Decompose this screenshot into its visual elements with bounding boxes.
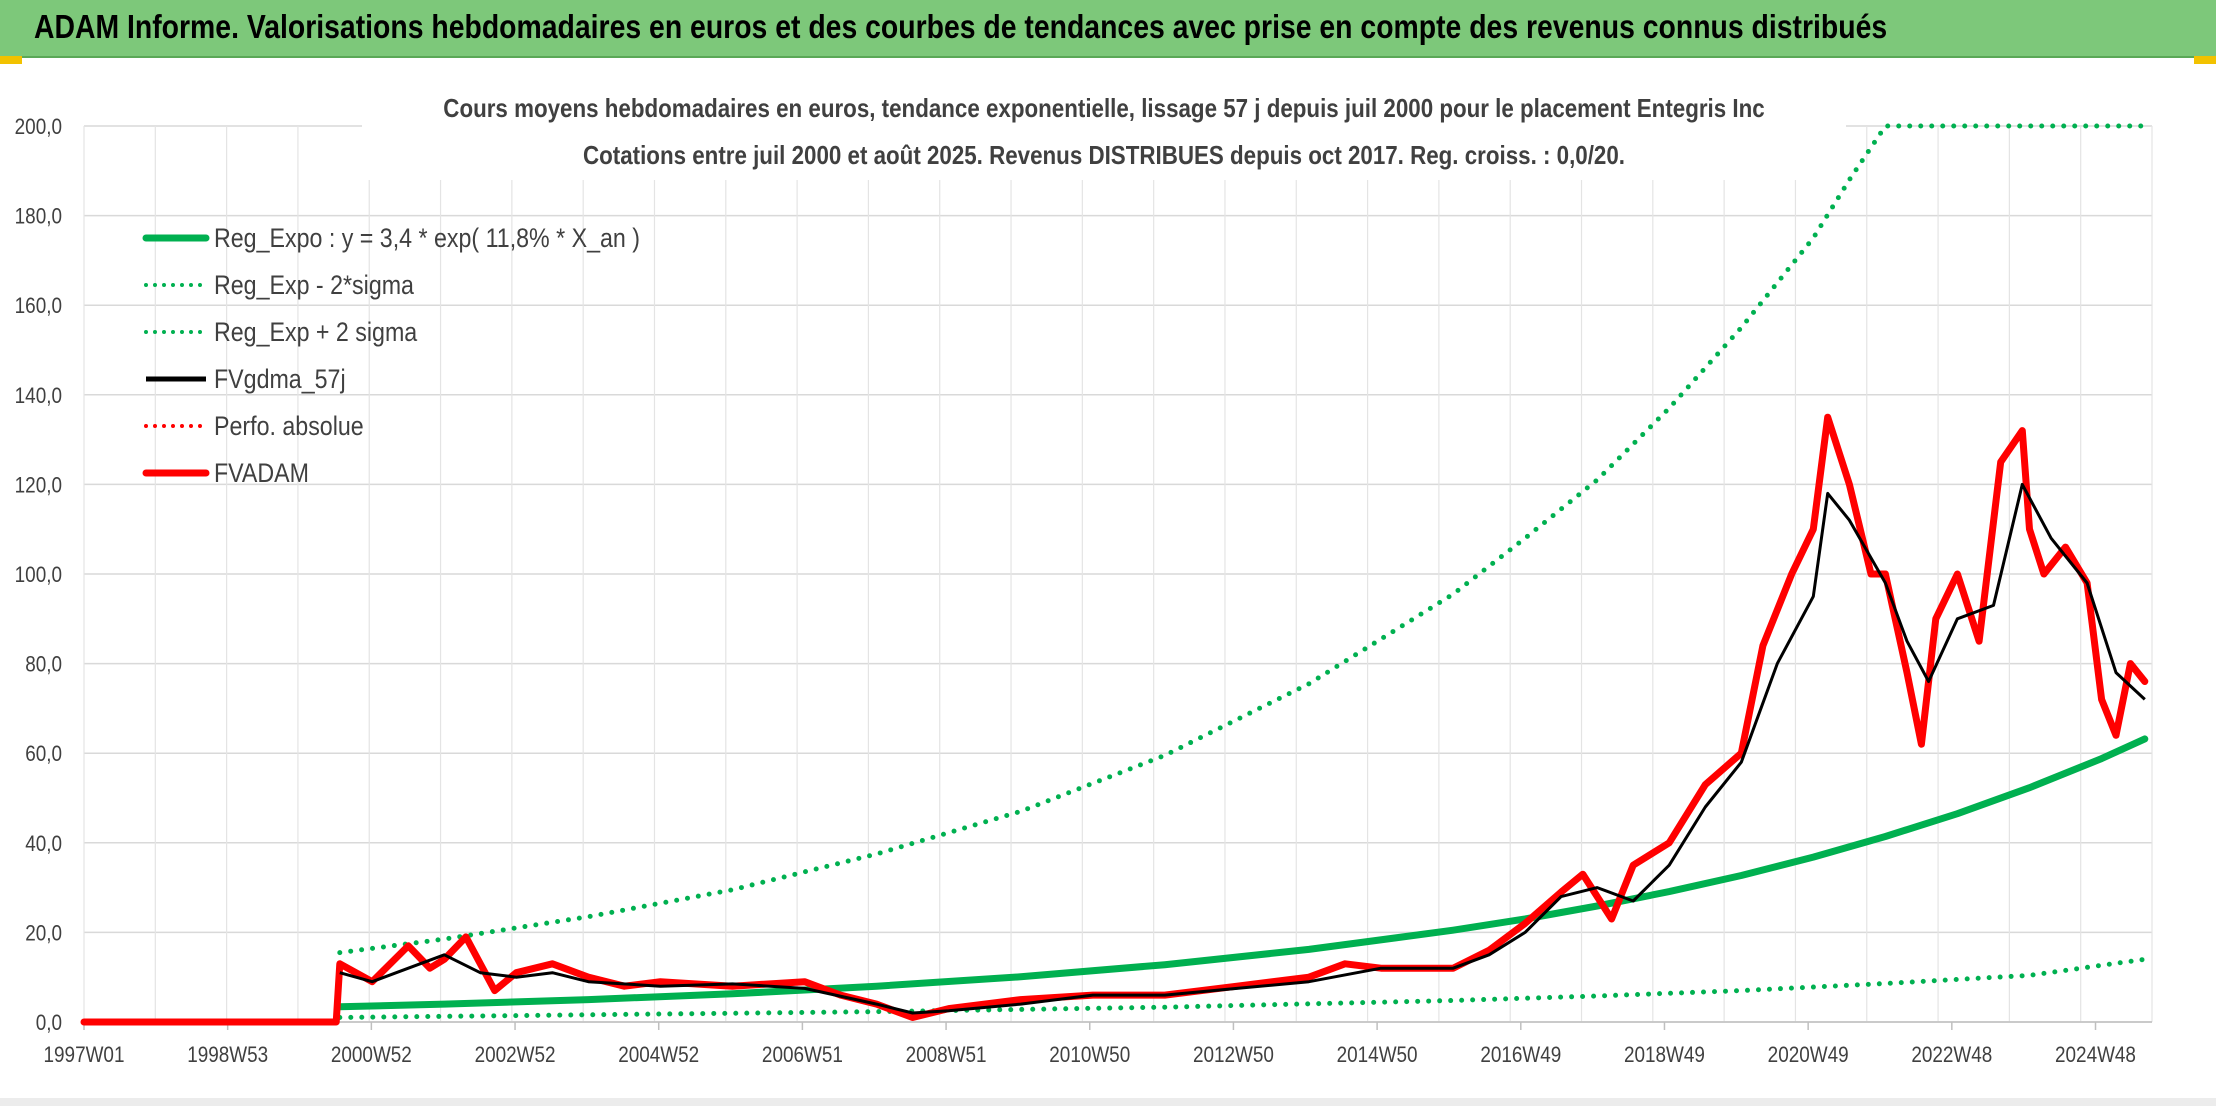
y-tick-label: 20,0 <box>25 921 62 946</box>
banner-title: ADAM Informe. Valorisations hebdomadaire… <box>34 8 1888 45</box>
y-tick-label: 100,0 <box>15 563 62 588</box>
legend-label: Reg_Expo : y = 3,4 * exp( 11,8% * X_an ) <box>214 223 640 253</box>
x-tick-label: 2012W50 <box>1193 1043 1274 1068</box>
series-line-0 <box>336 735 2149 1011</box>
y-tick-label: 80,0 <box>25 652 62 677</box>
y-tick-label: 180,0 <box>15 204 62 229</box>
grid <box>83 125 2153 1023</box>
x-tick-label: 2008W51 <box>906 1043 987 1068</box>
corner-mark-right <box>2194 56 2216 64</box>
series-line-1 <box>337 956 2148 1020</box>
legend-label: Perfo. absolue <box>214 411 364 441</box>
corner-mark-left <box>0 56 22 64</box>
legend-label: FVADAM <box>214 458 309 488</box>
series-line-3 <box>339 482 2146 1015</box>
y-tick-label: 60,0 <box>25 742 62 767</box>
y-tick-label: 140,0 <box>15 383 62 408</box>
x-tick-label: 2006W51 <box>762 1043 843 1068</box>
y-tick-label: 40,0 <box>25 831 62 856</box>
chart: 0,0 20,0 40,0 60,0 80,0 100,0 120,0 140,0 160,0 1… <box>0 64 2216 1106</box>
x-tick-label: 1997W01 <box>44 1043 125 1068</box>
y-tick-label: 160,0 <box>15 294 62 319</box>
y-tick-label: 200,0 <box>15 115 62 140</box>
x-tick-label: 2004W52 <box>618 1043 699 1068</box>
x-tick-label: 2018W49 <box>1624 1043 1705 1068</box>
x-tick-label: 2020W49 <box>1768 1043 1849 1068</box>
legend-label: Reg_Exp - 2*sigma <box>214 270 414 300</box>
x-tick-label: 1998W53 <box>187 1043 268 1068</box>
legend-label: Reg_Exp + 2 sigma <box>214 317 417 347</box>
x-tick-label: 2000W52 <box>331 1043 412 1068</box>
chart-titles: Cours moyens hebdomadaires en euros, ten… <box>362 84 1846 180</box>
chart-svg: 0,0 20,0 40,0 60,0 80,0 100,0 120,0 140,0 160,0 1… <box>15 84 2153 1068</box>
x-tick-label: 2024W48 <box>2055 1043 2136 1068</box>
x-tick-label: 2022W48 <box>1911 1043 1992 1068</box>
bottom-strip <box>0 1098 2216 1106</box>
chart-title: Cours moyens hebdomadaires en euros, ten… <box>443 94 1764 123</box>
x-tick-label: 2014W50 <box>1337 1043 1418 1068</box>
banner: ADAM Informe. Valorisations hebdomadaire… <box>0 0 2216 58</box>
series-line-2 <box>337 123 2148 956</box>
legend: Reg_Expo : y = 3,4 * exp( 11,8% * X_an )… <box>142 223 640 488</box>
series-line-5 <box>80 413 2149 1026</box>
y-tick-label: 120,0 <box>15 473 62 498</box>
x-tick-label: 2016W49 <box>1480 1043 1561 1068</box>
x-tick-label: 2002W52 <box>475 1043 556 1068</box>
x-tick-label: 2010W50 <box>1049 1043 1130 1068</box>
legend-label: FVgdma_57j <box>214 364 346 394</box>
y-tick-label: 0,0 <box>36 1011 62 1036</box>
series <box>80 123 2149 1026</box>
chart-subtitle: Cotations entre juil 2000 et août 2025. … <box>583 141 1625 170</box>
title-background <box>362 84 1846 180</box>
axes: 0,0 20,0 40,0 60,0 80,0 100,0 120,0 140,0 160,0 1… <box>15 115 2152 1068</box>
